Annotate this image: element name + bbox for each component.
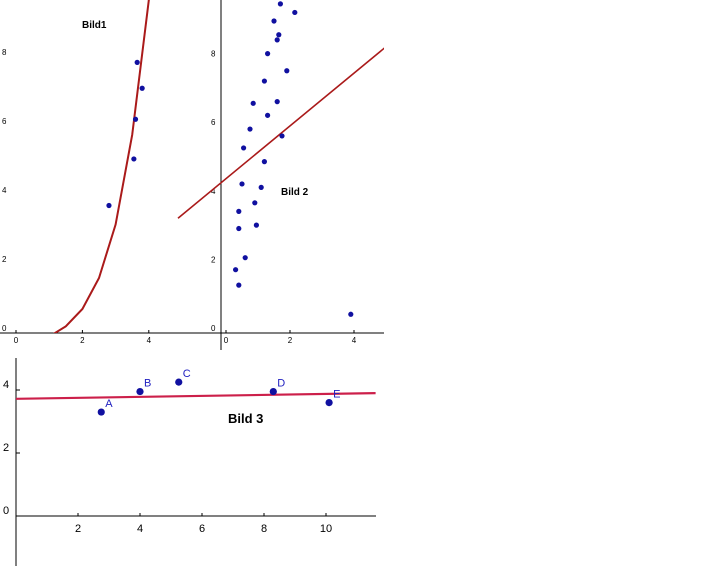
bild2-data-point bbox=[265, 51, 271, 57]
bild2-data-point bbox=[241, 145, 247, 151]
bild2-data-point bbox=[236, 225, 242, 232]
bild1-y-tick-label: 0 bbox=[2, 324, 7, 333]
bild3-y-tick-label: 4 bbox=[3, 379, 9, 391]
bild3-point-label: E bbox=[333, 389, 340, 401]
bild3-data-point bbox=[269, 387, 277, 396]
bild2-regression-line bbox=[177, 47, 384, 219]
bild2-data-point bbox=[277, 1, 283, 7]
bild3-point-label: A bbox=[105, 398, 113, 410]
bild1-x-tick-label: 2 bbox=[80, 336, 85, 345]
bild2-data-point bbox=[252, 200, 258, 206]
bild3-x-tick-label: 2 bbox=[75, 523, 81, 535]
bild1-y-tick-label: 2 bbox=[2, 255, 7, 264]
bild2-y-tick-label: 8 bbox=[211, 50, 216, 59]
bild1-y-tick-label: 8 bbox=[2, 48, 7, 57]
bild3-title: Bild 3 bbox=[228, 411, 263, 426]
bild3-data-point bbox=[136, 387, 144, 396]
bild1-title: Bild1 bbox=[82, 20, 107, 31]
bild2-data-point bbox=[242, 255, 248, 261]
bild3-x-tick-label: 8 bbox=[261, 523, 267, 535]
bild1-x-tick-label: 0 bbox=[14, 336, 19, 345]
bild3-x-tick-label: 10 bbox=[320, 523, 332, 535]
bild2-y-tick-label: 6 bbox=[211, 118, 216, 127]
bild2-data-point bbox=[236, 282, 242, 288]
bild3-point-label: D bbox=[277, 378, 285, 390]
bild3-data-point bbox=[175, 378, 183, 386]
bild2-data-point bbox=[265, 112, 271, 118]
bild2-data-point bbox=[236, 208, 242, 214]
bild2-x-tick-label: 2 bbox=[288, 336, 293, 345]
bild3-data-point bbox=[97, 408, 105, 416]
bild2-data-point bbox=[253, 222, 259, 228]
bild2-data-point bbox=[292, 9, 298, 16]
bild2-title: Bild 2 bbox=[281, 187, 309, 198]
bild2-data-point bbox=[258, 184, 264, 190]
bild2-y-tick-label: 2 bbox=[211, 255, 216, 264]
bild2-data-point bbox=[348, 311, 354, 317]
bild2-data-point bbox=[279, 133, 285, 139]
bild3-y-tick-label: 0 bbox=[3, 505, 9, 517]
bild2-data-point bbox=[261, 78, 267, 84]
bild1-data-point bbox=[131, 156, 137, 162]
bild1-curve bbox=[53, 0, 150, 333]
bild2-data-point bbox=[274, 99, 280, 105]
bild1-y-tick-label: 4 bbox=[2, 186, 7, 195]
bild2-data-point bbox=[247, 126, 253, 132]
bild1-data-point bbox=[139, 85, 145, 91]
bild2-data-point bbox=[233, 267, 239, 273]
bild2-data-point bbox=[261, 159, 267, 165]
bild3-point-label: B bbox=[144, 378, 151, 390]
bild1-y-tick-label: 6 bbox=[2, 117, 7, 126]
bild2-y-tick-label: 4 bbox=[211, 187, 216, 196]
bild3-x-tick-label: 6 bbox=[199, 523, 205, 535]
bild1-x-tick-label: 4 bbox=[147, 336, 152, 345]
bild1-data-point bbox=[106, 202, 112, 209]
bild3-y-tick-label: 2 bbox=[3, 442, 9, 454]
bild2-data-point bbox=[250, 100, 256, 106]
bild3-fit-line bbox=[15, 392, 376, 400]
bild3-data-point bbox=[325, 399, 333, 407]
bild2-data-point bbox=[271, 18, 277, 24]
bild2-y-tick-label: 0 bbox=[211, 324, 216, 333]
bild2-data-point bbox=[276, 32, 282, 38]
bild3-point-label: C bbox=[183, 368, 191, 380]
bild2-x-tick-label: 0 bbox=[224, 336, 229, 345]
bild2-x-tick-label: 4 bbox=[352, 336, 357, 345]
bild1-data-point bbox=[134, 59, 140, 65]
bild2-data-point bbox=[239, 181, 245, 187]
bild3-x-tick-label: 4 bbox=[137, 523, 143, 535]
bild1-data-point bbox=[132, 116, 139, 122]
bild2-data-point bbox=[274, 37, 280, 43]
bild2-data-point bbox=[284, 68, 290, 74]
